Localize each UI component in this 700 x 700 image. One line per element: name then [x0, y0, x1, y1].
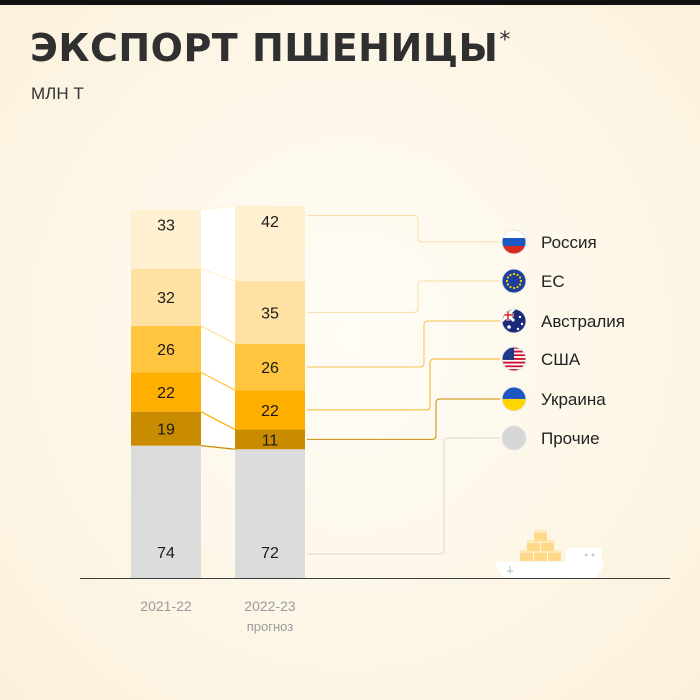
bar-gap-band	[201, 206, 235, 450]
connector-line	[200, 371, 236, 391]
legend-label: Австралия	[541, 312, 625, 331]
bar-segment	[131, 325, 201, 373]
unit-label: МЛН Т	[31, 84, 84, 103]
bar-segment	[131, 445, 201, 578]
data-label: 19	[157, 422, 175, 439]
title-footnote-mark: *	[499, 28, 511, 53]
bar-segment	[235, 390, 305, 430]
data-label: 72	[261, 545, 279, 562]
bar-segment	[235, 343, 305, 391]
leader-line	[307, 320, 500, 368]
other-circle-icon	[501, 425, 527, 451]
data-label: 22	[261, 403, 279, 420]
connector-line	[200, 205, 236, 211]
bar-segment	[131, 268, 201, 326]
legend-label: США	[541, 350, 581, 369]
australia-flag-icon	[501, 308, 527, 334]
legend-label: Украина	[541, 390, 606, 409]
data-label: 42	[261, 214, 279, 231]
data-label: 11	[262, 432, 279, 449]
connector-line	[200, 268, 236, 282]
bar-segment	[235, 449, 305, 578]
russia-flag-icon	[501, 229, 527, 255]
bar-segment	[235, 429, 305, 450]
bar-segment	[131, 209, 201, 269]
data-label: 32	[157, 290, 175, 307]
bar-segment	[235, 206, 305, 282]
data-label: 26	[261, 360, 279, 377]
legend-label: Россия	[541, 233, 597, 252]
connector-line	[200, 325, 236, 345]
data-label: 26	[157, 342, 175, 359]
data-label: 33	[157, 218, 175, 235]
usa-flag-icon	[501, 346, 527, 372]
leader-line	[307, 358, 500, 411]
data-label: 22	[157, 385, 175, 402]
category-label: 2021-22	[140, 598, 192, 614]
eu-flag-icon	[501, 268, 527, 294]
data-label: 74	[157, 545, 175, 562]
connector-line	[200, 411, 236, 431]
category-note: прогноз	[247, 619, 294, 634]
leader-line	[307, 437, 500, 555]
legend-label: ЕС	[541, 272, 565, 291]
bar-segment	[131, 411, 201, 446]
connector-line	[200, 445, 236, 450]
legend-label: Прочие	[541, 429, 600, 448]
chart-title-text: ЭКСПОРТ ПШЕНИЦЫ	[30, 26, 499, 70]
ukraine-flag-icon	[501, 386, 527, 412]
leader-line	[307, 398, 500, 440]
category-label: 2022-23	[244, 598, 296, 614]
ship-with-cargo-icon	[494, 530, 604, 578]
leader-line	[307, 215, 500, 243]
bar-segment	[235, 281, 305, 344]
data-label: 35	[261, 305, 279, 322]
leader-line	[307, 280, 500, 313]
chart-title: ЭКСПОРТ ПШЕНИЦЫ*	[30, 26, 511, 70]
top-bar	[0, 0, 700, 5]
bar-segment	[131, 372, 201, 412]
